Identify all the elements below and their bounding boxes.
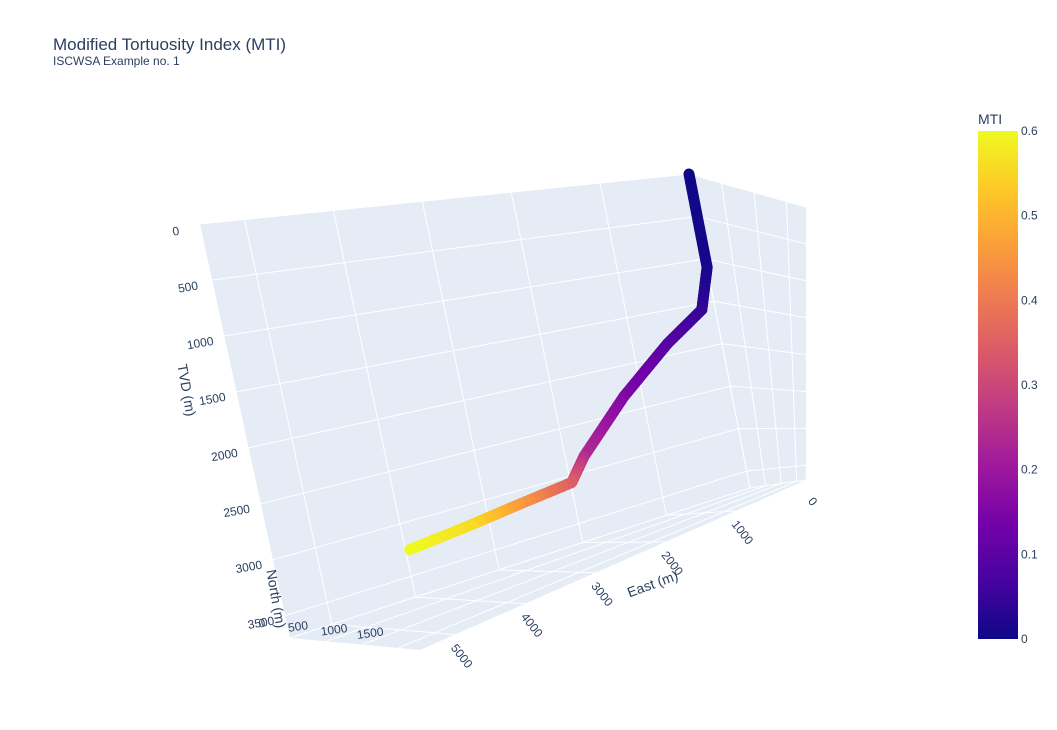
tick-label-east: 5000 (448, 641, 476, 671)
grid-z (284, 470, 747, 617)
tick-label-tvd: 2000 (210, 446, 239, 464)
grid-x (599, 182, 667, 516)
grid-x (243, 219, 333, 625)
chart-subtitle: ISCWSA Example no. 1 (53, 54, 180, 68)
axis-title-east: East (m) (625, 567, 680, 600)
colorbar-title: MTI (978, 111, 1002, 127)
colorbar: MTI 0 0.1 0.2 0.3 0.4 0.5 0.6 (978, 111, 1038, 646)
tick-label-north: 1500 (356, 624, 385, 642)
tick-label-tvd: 1000 (186, 334, 215, 352)
grid-z (199, 173, 690, 225)
axis-title-tvd: TVD (m) (174, 363, 199, 418)
grid-z (730, 385, 807, 392)
tick-label-tvd: 1500 (198, 390, 227, 408)
grid-y (721, 183, 767, 486)
wall-north-tvd (689, 174, 806, 488)
tick-label-east: 3000 (588, 579, 616, 609)
tick-label-north: 500 (287, 618, 309, 635)
grid-z (260, 385, 731, 505)
tick-label-north: 0 (258, 616, 267, 631)
tick-label-tvd: 2500 (222, 502, 251, 520)
wall-east-tvd (200, 174, 750, 638)
tick-label-east: 1000 (729, 518, 757, 548)
grid-y (362, 483, 782, 646)
colorbar-tick-label: 0.4 (1021, 293, 1038, 307)
chart-title: Modified Tortuosity Index (MTI) (53, 35, 287, 54)
grid-z (697, 215, 807, 245)
grid-y (398, 480, 797, 649)
tick-label-north: 1000 (320, 621, 349, 639)
grid-x (421, 201, 500, 570)
colorbar-tick-label: 0.3 (1021, 378, 1038, 392)
well-path-segment[interactable] (404, 542, 420, 556)
tick-label-tvd: 500 (177, 278, 199, 295)
scene-3d[interactable]: 0 1000 2000 3000 4000 5000 0 500 1000 1500 0 500 100… (171, 168, 820, 671)
colorbar-tick-label: 0.2 (1021, 463, 1038, 477)
grid-y (753, 192, 782, 484)
grid-y (289, 487, 751, 639)
tick-label-tvd: 3000 (234, 558, 263, 576)
grid-z (224, 258, 706, 337)
grid-y (325, 485, 766, 642)
colorbar-tick-label: 0.5 (1021, 209, 1038, 223)
grid-x (332, 210, 416, 598)
grid-z (236, 300, 714, 393)
grid-z (688, 173, 807, 208)
grid-y (786, 201, 798, 482)
tick-label-tvd: 3500 (247, 614, 276, 632)
colorbar-tick-label: 0.1 (1021, 547, 1038, 561)
grid-z (713, 300, 807, 319)
tick-label-tvd: 0 (171, 224, 180, 239)
grid-z (248, 343, 723, 449)
wall-floor (290, 480, 806, 650)
colorbar-tick-label: 0 (1021, 632, 1028, 646)
colorbar-gradient (978, 131, 1018, 639)
grid-z (705, 258, 807, 282)
grid-z (272, 428, 739, 561)
grid-z (212, 215, 698, 281)
colorbar-tick-label: 0.6 (1021, 124, 1038, 138)
grid-z (746, 464, 807, 472)
grid-z (721, 343, 807, 356)
tick-label-east: 0 (805, 495, 820, 509)
tick-label-east: 4000 (518, 610, 546, 640)
